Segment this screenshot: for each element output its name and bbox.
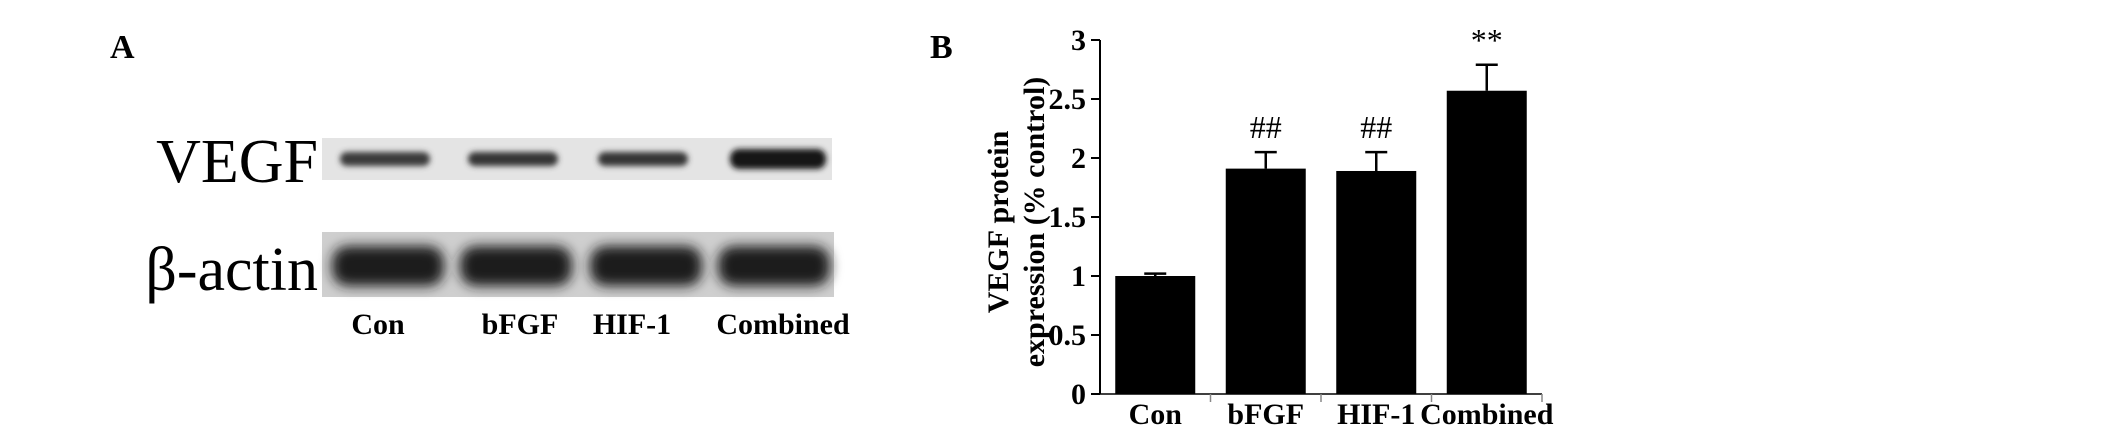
beta-actin-blot	[322, 232, 834, 297]
panel-b: B VEGF protein expression (% control) 00…	[930, 22, 1554, 431]
panel-a: A VEGF β-actin Con bFGF HIF	[110, 29, 850, 341]
lane-label-hif1: HIF-1	[593, 308, 671, 341]
vegf-band-bfgf	[468, 152, 558, 166]
lane-label-con: Con	[351, 308, 405, 341]
vegf-blot	[322, 138, 832, 180]
vegf-band-hif1	[598, 152, 688, 166]
x-category-label: HIF-1	[1337, 398, 1415, 426]
panel-a-label: A	[110, 29, 135, 66]
actin-band-con	[332, 246, 444, 286]
x-category-label: Con	[1129, 398, 1183, 426]
bar-1	[1115, 276, 1196, 394]
y-tick-label: 2	[1071, 142, 1086, 175]
significance-mark-2: ##	[1250, 109, 1282, 145]
actin-band-combined	[718, 246, 830, 286]
y-tick-label: 0	[1071, 378, 1086, 411]
bar-2	[1225, 168, 1306, 394]
significance-mark-3: ##	[1360, 109, 1392, 145]
actin-band-bfgf	[460, 246, 572, 286]
bar-3	[1336, 170, 1417, 394]
row-label-vegf: VEGF	[156, 128, 318, 196]
y-tick-label: 3	[1071, 24, 1086, 57]
y-tick-label: 1.5	[1049, 201, 1087, 234]
y-tick-label: 1	[1071, 260, 1086, 293]
y-axis-title: VEGF protein expression (% control)	[982, 77, 1051, 368]
actin-band-hif1	[590, 246, 702, 286]
bar-4	[1446, 90, 1527, 395]
vegf-band-con	[340, 152, 430, 166]
panel-b-label: B	[930, 29, 953, 66]
lane-label-bfgf: bFGF	[482, 308, 559, 341]
y-axis-title-line-2: expression (% control)	[1018, 77, 1051, 368]
x-category-label: bFGF	[1227, 398, 1304, 426]
vegf-band-combined	[730, 149, 826, 169]
significance-mark-4: **	[1471, 22, 1503, 58]
y-tick-label: 0.5	[1049, 319, 1087, 352]
row-label-beta-actin: β-actin	[145, 236, 318, 304]
x-category-label: Combined	[1420, 398, 1554, 426]
y-axis-title-line-1: VEGF protein	[982, 130, 1015, 313]
y-tick-label: 2.5	[1049, 83, 1087, 116]
lane-label-combined: Combined	[716, 308, 850, 341]
plot-area: 0 0.5 1 1.5 2 2.5 3 Con ## bFGF ## HIF-1 ** Combined	[1049, 22, 1554, 431]
